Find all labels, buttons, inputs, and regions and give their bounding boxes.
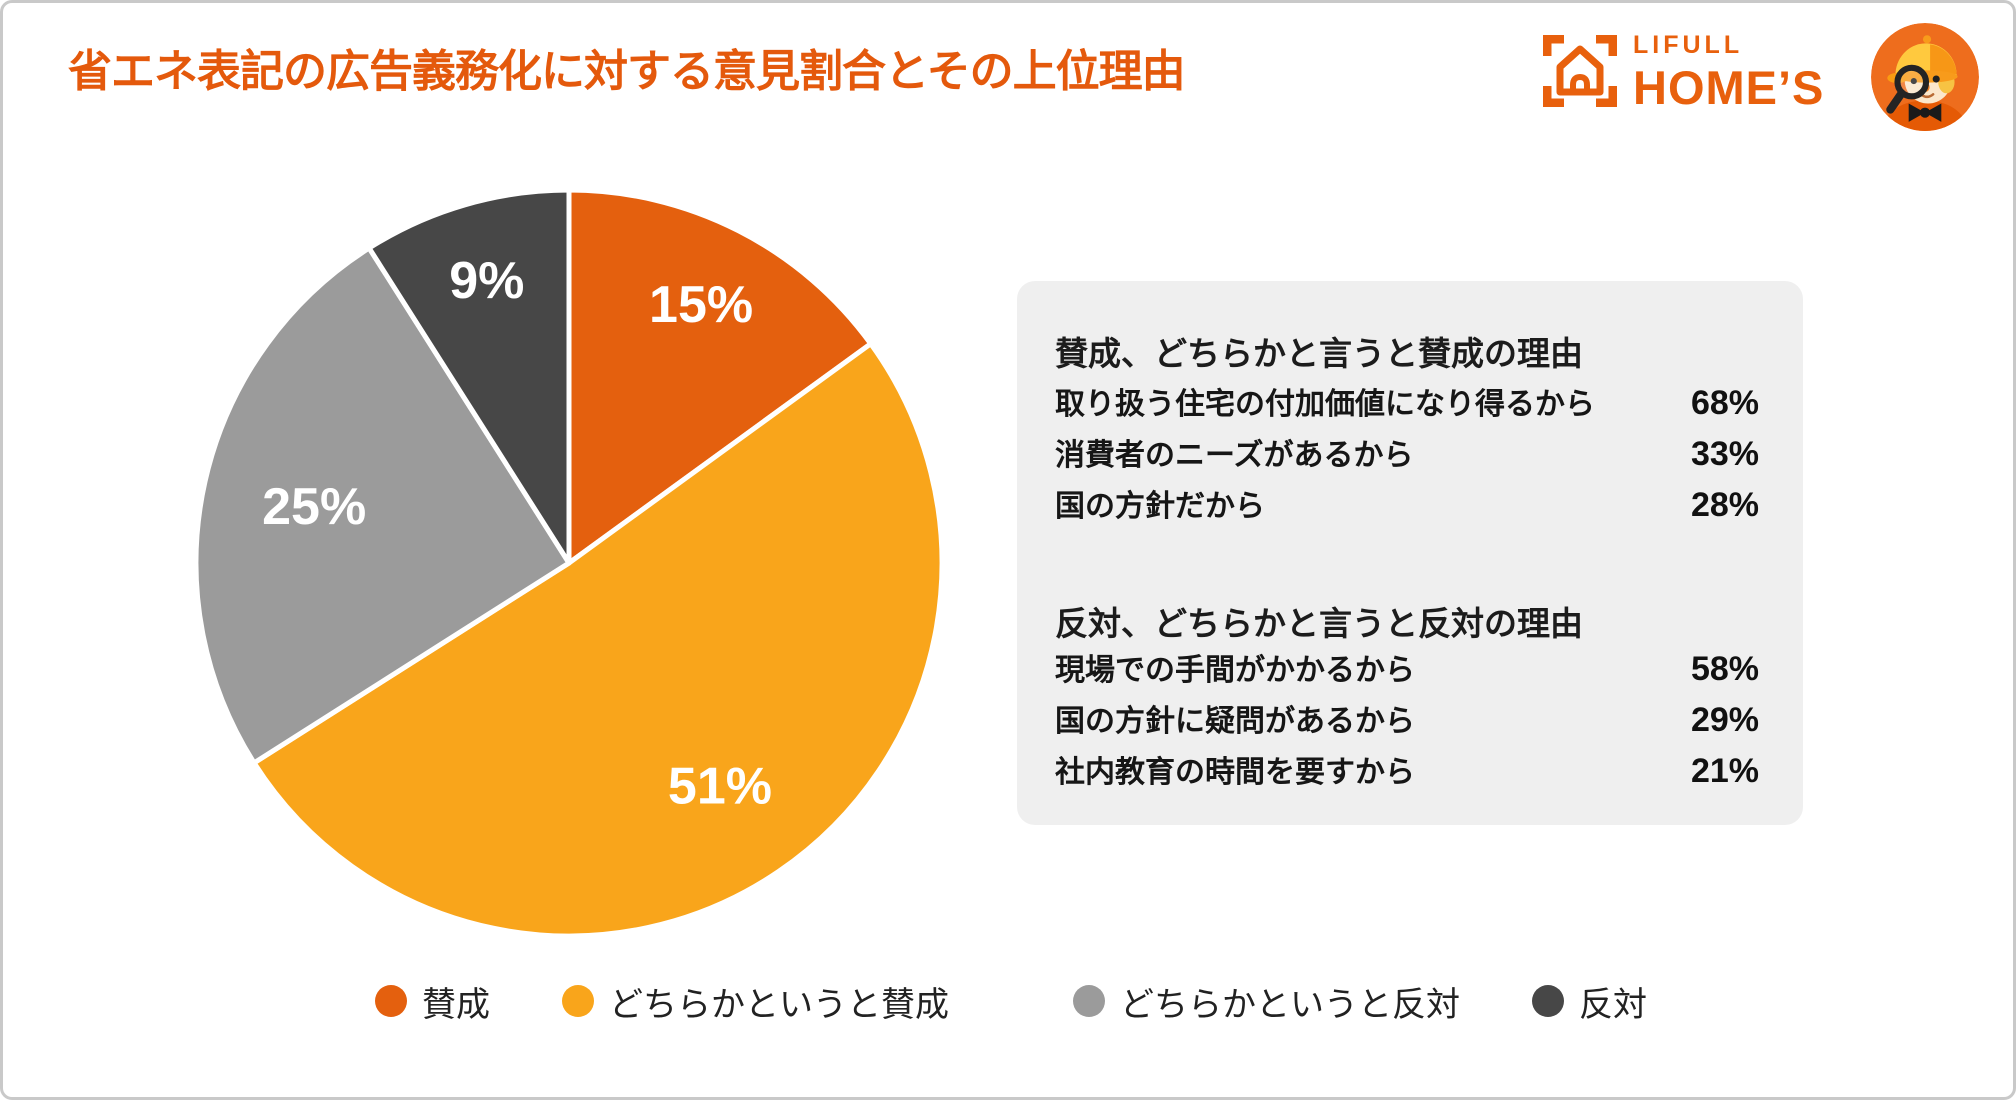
homes-mascot-avatar (1871, 23, 1979, 131)
reason-row: 現場での手間がかかるから 58% (1055, 645, 1759, 689)
reason-value: 29% (1690, 701, 1759, 739)
reason-label: 国の方針だから (1055, 490, 1265, 523)
reason-label: 現場での手間がかかるから (1055, 654, 1415, 687)
reason-label: 消費者のニーズがあるから (1055, 439, 1414, 472)
legend-item-somewhat-oppose: どちらかというと反対 (1073, 977, 1460, 1026)
pie-slice-label-3: 9% (449, 252, 524, 310)
top-reasons-panel: 賛成、どちらかと言うと賛成の理由 取り扱う住宅の付加価値になり得るから 68% … (1017, 281, 1803, 825)
brand-homes: HOME’S (1633, 61, 1825, 114)
brand-text: LIFULL HOME’S (1633, 31, 1825, 114)
legend-item-oppose: 反対 (1532, 977, 1647, 1026)
reason-value: 21% (1690, 752, 1759, 790)
oppose-reasons-heading: 反対、どちらかと言うと反対の理由 (1055, 605, 1583, 642)
reason-row: 国の方針だから 28% (1055, 481, 1759, 525)
pie-slice-label-0: 15% (649, 276, 753, 334)
pie-legend: 賛成 どちらかというと賛成 どちらかというと反対 反対 (3, 969, 2016, 1033)
reason-row: 消費者のニーズがあるから 33% (1055, 430, 1759, 474)
opinion-pie-chart: 15% 51% 25% 9% (169, 163, 969, 963)
legend-item-somewhat-agree: どちらかというと賛成 (562, 977, 949, 1026)
pie-slice-2 (193, 245, 572, 766)
house-viewfinder-icon (1543, 35, 1617, 107)
legend-dot-somewhat-oppose (1073, 985, 1105, 1017)
reason-value: 68% (1690, 384, 1759, 422)
legend-dot-somewhat-agree (562, 985, 594, 1017)
pie-slice-0 (566, 187, 874, 566)
legend-dot-oppose (1532, 985, 1564, 1017)
reason-row: 取り扱う住宅の付加価値になり得るから 68% (1055, 379, 1759, 423)
page-title: 省エネ表記の広告義務化に対する意見割合とその上位理由 (68, 47, 1186, 96)
reason-label: 国の方針に疑問があるから (1055, 705, 1415, 738)
reason-row: 国の方針に疑問があるから 29% (1055, 696, 1759, 740)
reason-value: 58% (1690, 650, 1759, 688)
pie-slice-label-2: 25% (262, 478, 366, 536)
reason-value: 33% (1690, 435, 1759, 473)
brand-lifull: LIFULL (1633, 31, 1744, 59)
reason-label: 取り扱う住宅の付加価値になり得るから (1055, 388, 1595, 421)
pie-slice-label-1: 51% (668, 757, 772, 815)
pie-slice-1 (251, 341, 945, 939)
reason-value: 28% (1690, 486, 1759, 524)
legend-dot-agree (375, 985, 407, 1017)
agree-reasons-heading: 賛成、どちらかと言うと賛成の理由 (1055, 335, 1583, 372)
legend-item-agree: 賛成 (375, 977, 490, 1026)
reason-label: 社内教育の時間を要すから (1055, 756, 1415, 789)
lifull-homes-logo: LIFULL HOME’S (1543, 21, 1983, 133)
pie-slice-3 (366, 187, 572, 566)
reason-row: 社内教育の時間を要すから 21% (1055, 747, 1759, 791)
